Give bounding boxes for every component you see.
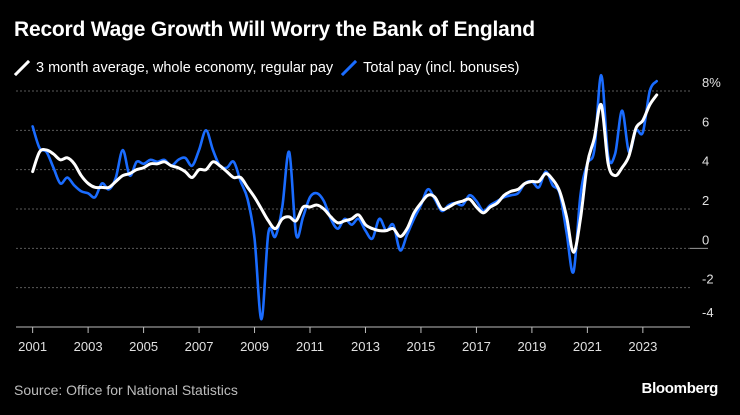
x-tick-label: 2017 bbox=[462, 339, 491, 354]
x-tick-label: 2003 bbox=[74, 339, 103, 354]
bloomberg-logo: Bloomberg bbox=[641, 380, 719, 397]
x-tick-label: 2021 bbox=[573, 339, 602, 354]
legend-item-regular-pay: 3 month average, whole economy, regular … bbox=[14, 60, 333, 76]
legend-label-regular-pay: 3 month average, whole economy, regular … bbox=[36, 60, 334, 76]
chart-title: Record Wage Growth Will Worry the Bank o… bbox=[14, 18, 535, 41]
tick-labels: 8% 6 4 2 0 -2 -4 2001 2003 2005 2007 2009 2011 2013 20… bbox=[18, 75, 721, 354]
x-tick-label: 2007 bbox=[185, 339, 214, 354]
x-tick-label: 2001 bbox=[18, 339, 47, 354]
x-tick-label: 2015 bbox=[406, 339, 435, 354]
y-tick-label: 0 bbox=[702, 232, 709, 247]
series-line-total-pay bbox=[31, 73, 659, 321]
legend-swatch-total-pay bbox=[341, 60, 358, 76]
x-tick-label: 2009 bbox=[240, 339, 269, 354]
legend: 3 month average, whole economy, regular … bbox=[14, 60, 528, 76]
y-tick-label: -4 bbox=[702, 305, 714, 320]
x-tick-label: 2019 bbox=[517, 339, 546, 354]
x-tick-label: 2013 bbox=[351, 339, 380, 354]
x-tick-label: 2005 bbox=[129, 339, 158, 354]
y-tick-label: 2 bbox=[702, 193, 709, 208]
source-note: Source: Office for National Statistics bbox=[14, 382, 238, 398]
legend-label-total-pay: Total pay (incl. bonuses) bbox=[363, 60, 520, 76]
y-tick-label: 4 bbox=[702, 154, 709, 169]
x-tick-label: 2011 bbox=[296, 339, 324, 354]
series-lines bbox=[31, 73, 659, 321]
grid-lines bbox=[16, 90, 690, 289]
y-tick-label: 8% bbox=[702, 75, 721, 90]
y-tick-label: -2 bbox=[702, 272, 714, 287]
x-tick-label: 2023 bbox=[628, 339, 657, 354]
legend-item-total-pay: Total pay (incl. bonuses) bbox=[341, 60, 520, 76]
y-tick-label: 6 bbox=[702, 114, 709, 129]
axes bbox=[16, 247, 708, 333]
series-line-regular-pay bbox=[31, 93, 659, 254]
legend-swatch-regular-pay bbox=[14, 60, 30, 76]
